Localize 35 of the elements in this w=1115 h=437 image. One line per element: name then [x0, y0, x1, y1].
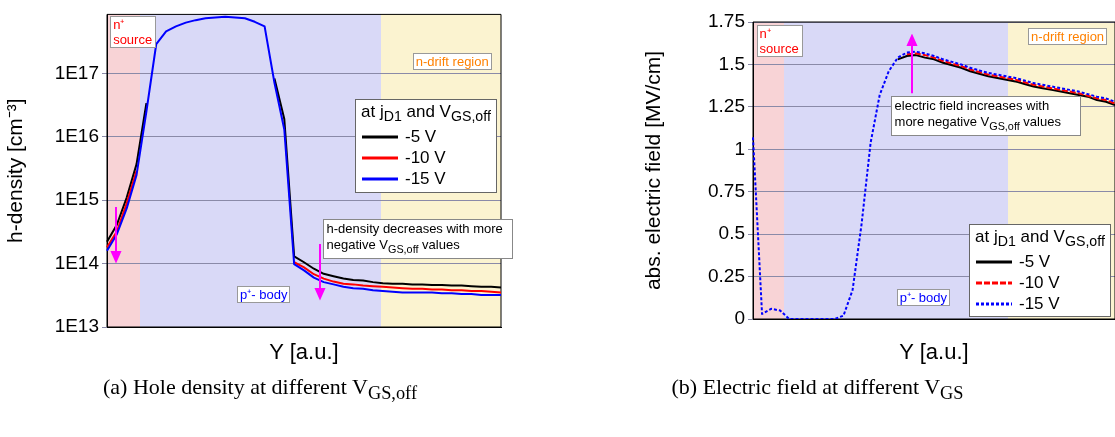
legend-label: -5 V — [405, 127, 437, 148]
y-tick-label: 1E14 — [54, 251, 100, 273]
legend-label: -10 V — [1019, 272, 1060, 293]
y-tick-label: 0.25 — [708, 264, 745, 286]
y-tick-label: 1E17 — [54, 61, 99, 83]
legend-label: -10 V — [405, 148, 446, 169]
y-tick-label: 0.75 — [708, 179, 745, 201]
annotation: n-drift region — [1028, 27, 1108, 45]
annotation: electric field increases with more negative V$_{GS,off}$ values — [890, 96, 1081, 136]
x-axis-title: Y [a.u.] — [899, 338, 969, 364]
y-axis-title: abs. electric field [MV/cm] — [641, 50, 665, 291]
y-axis-title: h-density [cm⁻³] — [3, 98, 27, 244]
y-tick-label: 1.5 — [718, 52, 745, 74]
y-tick-label: 1.25 — [708, 95, 745, 117]
annotation: n⁺ source — [110, 15, 157, 48]
legend-title: at j$_{D1}$ and V$_{GS,off}$ — [361, 102, 491, 125]
annotation: p⁺- body — [237, 286, 291, 304]
annotation: n-drift region — [412, 53, 492, 71]
annotation: p⁺- body — [896, 289, 951, 307]
y-tick-label: 1E16 — [54, 124, 99, 146]
text: (b) Electric field at different V$_{GS}$ — [670, 374, 965, 405]
legend-label: -15 V — [1019, 293, 1060, 314]
y-tick-label: 1E15 — [54, 188, 99, 210]
x-axis-title: Y [a.u.] — [269, 338, 339, 364]
annotation: n⁺ source — [756, 24, 803, 57]
text: (a) Hole density at different V$_{GS,off}$ — [102, 374, 418, 405]
y-tick-label: 0.5 — [718, 222, 745, 244]
legend-title: at j$_{D1}$ and V$_{GS,off}$ — [975, 227, 1105, 250]
y-tick-label: 1E13 — [54, 315, 99, 337]
y-tick-label: 1.75 — [708, 10, 745, 32]
annotation: h-density decreases with more negative V$_{GS,off}$ values — [322, 219, 513, 259]
legend-label: -15 V — [405, 169, 446, 190]
y-tick-label: 0 — [734, 307, 745, 329]
y-tick-label: 1 — [734, 137, 745, 159]
legend-label: -5 V — [1019, 251, 1051, 272]
